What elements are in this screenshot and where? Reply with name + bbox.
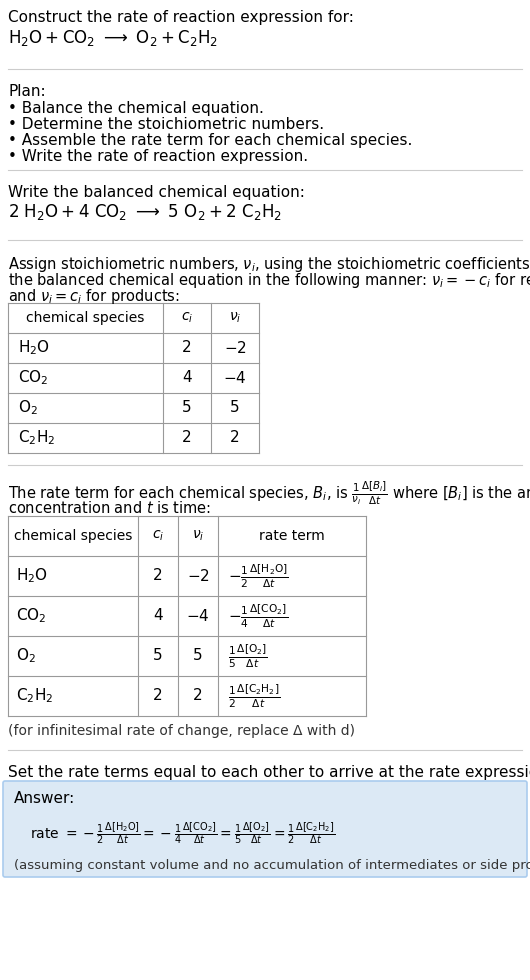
Text: $\nu_i$: $\nu_i$	[192, 529, 204, 543]
Text: $c_i$: $c_i$	[152, 529, 164, 543]
Text: $-\frac{1}{4}\frac{\Delta[\mathrm{CO_2}]}{\Delta t}$: $-\frac{1}{4}\frac{\Delta[\mathrm{CO_2}]…	[228, 602, 288, 630]
Text: $\mathrm{O_2}$: $\mathrm{O_2}$	[16, 647, 36, 665]
Text: $\mathrm{CO_2}$: $\mathrm{CO_2}$	[18, 368, 48, 387]
Text: Assign stoichiometric numbers, $\nu_i$, using the stoichiometric coefficients, $: Assign stoichiometric numbers, $\nu_i$, …	[8, 255, 530, 274]
Text: (for infinitesimal rate of change, replace Δ with d): (for infinitesimal rate of change, repla…	[8, 724, 355, 738]
Text: $\mathrm{H_2O + CO_2\ \longrightarrow\ O_2 + C_2H_2}$: $\mathrm{H_2O + CO_2\ \longrightarrow\ O…	[8, 28, 218, 48]
Text: The rate term for each chemical species, $B_i$, is $\frac{1}{\nu_i}\frac{\Delta[: The rate term for each chemical species,…	[8, 480, 530, 508]
Text: $\nu_i$: $\nu_i$	[229, 311, 241, 325]
Text: 5: 5	[182, 401, 192, 416]
Text: chemical species: chemical species	[14, 529, 132, 543]
Text: 2: 2	[153, 689, 163, 704]
Text: $-2$: $-2$	[224, 340, 246, 356]
Text: • Assemble the rate term for each chemical species.: • Assemble the rate term for each chemic…	[8, 133, 412, 148]
Text: Write the balanced chemical equation:: Write the balanced chemical equation:	[8, 185, 305, 200]
Text: $\frac{1}{5}\frac{\Delta[\mathrm{O_2}]}{\Delta t}$: $\frac{1}{5}\frac{\Delta[\mathrm{O_2}]}{…	[228, 642, 268, 670]
Text: 5: 5	[230, 401, 240, 416]
Text: rate $= -\frac{1}{2}\frac{\Delta[\mathrm{H_2O}]}{\Delta t}= -\frac{1}{4}\frac{\D: rate $= -\frac{1}{2}\frac{\Delta[\mathrm…	[30, 820, 335, 846]
Text: Construct the rate of reaction expression for:: Construct the rate of reaction expressio…	[8, 10, 354, 25]
Text: rate term: rate term	[259, 529, 325, 543]
Text: 2: 2	[182, 340, 192, 356]
Text: $-\frac{1}{2}\frac{\Delta[\mathrm{H_2O}]}{\Delta t}$: $-\frac{1}{2}\frac{\Delta[\mathrm{H_2O}]…	[228, 563, 289, 590]
Text: $\mathrm{2\ H_2O + 4\ CO_2\ \longrightarrow\ 5\ O_2 + 2\ C_2H_2}$: $\mathrm{2\ H_2O + 4\ CO_2\ \longrightar…	[8, 202, 282, 222]
Text: Answer:: Answer:	[14, 791, 75, 806]
FancyBboxPatch shape	[3, 781, 527, 877]
Text: $\mathrm{O_2}$: $\mathrm{O_2}$	[18, 399, 38, 417]
Text: $\frac{1}{2}\frac{\Delta[\mathrm{C_2H_2}]}{\Delta t}$: $\frac{1}{2}\frac{\Delta[\mathrm{C_2H_2}…	[228, 682, 280, 710]
Text: 5: 5	[193, 649, 203, 663]
Text: and $\nu_i = c_i$ for products:: and $\nu_i = c_i$ for products:	[8, 287, 180, 306]
Text: $-2$: $-2$	[187, 568, 209, 584]
Text: Set the rate terms equal to each other to arrive at the rate expression:: Set the rate terms equal to each other t…	[8, 765, 530, 780]
Text: • Determine the stoichiometric numbers.: • Determine the stoichiometric numbers.	[8, 117, 324, 132]
Text: 2: 2	[193, 689, 203, 704]
Text: chemical species: chemical species	[26, 311, 145, 325]
Text: 4: 4	[153, 609, 163, 623]
Text: 2: 2	[153, 568, 163, 583]
Text: • Write the rate of reaction expression.: • Write the rate of reaction expression.	[8, 149, 308, 164]
Text: $-4$: $-4$	[186, 608, 210, 624]
Text: $-4$: $-4$	[223, 370, 247, 386]
Text: Plan:: Plan:	[8, 84, 46, 99]
Text: 2: 2	[182, 430, 192, 446]
Text: $\mathrm{CO_2}$: $\mathrm{CO_2}$	[16, 607, 47, 625]
Text: $\mathrm{C_2H_2}$: $\mathrm{C_2H_2}$	[16, 687, 54, 706]
Text: 2: 2	[230, 430, 240, 446]
Text: concentration and $t$ is time:: concentration and $t$ is time:	[8, 500, 211, 516]
Text: $\mathrm{C_2H_2}$: $\mathrm{C_2H_2}$	[18, 428, 55, 447]
Text: $\mathrm{H_2O}$: $\mathrm{H_2O}$	[16, 566, 48, 585]
Text: (assuming constant volume and no accumulation of intermediates or side products): (assuming constant volume and no accumul…	[14, 859, 530, 872]
Text: $c_i$: $c_i$	[181, 311, 193, 325]
Text: the balanced chemical equation in the following manner: $\nu_i = -c_i$ for react: the balanced chemical equation in the fo…	[8, 271, 530, 290]
Text: 5: 5	[153, 649, 163, 663]
Text: $\mathrm{H_2O}$: $\mathrm{H_2O}$	[18, 339, 50, 358]
Text: 4: 4	[182, 370, 192, 385]
Text: • Balance the chemical equation.: • Balance the chemical equation.	[8, 101, 264, 116]
